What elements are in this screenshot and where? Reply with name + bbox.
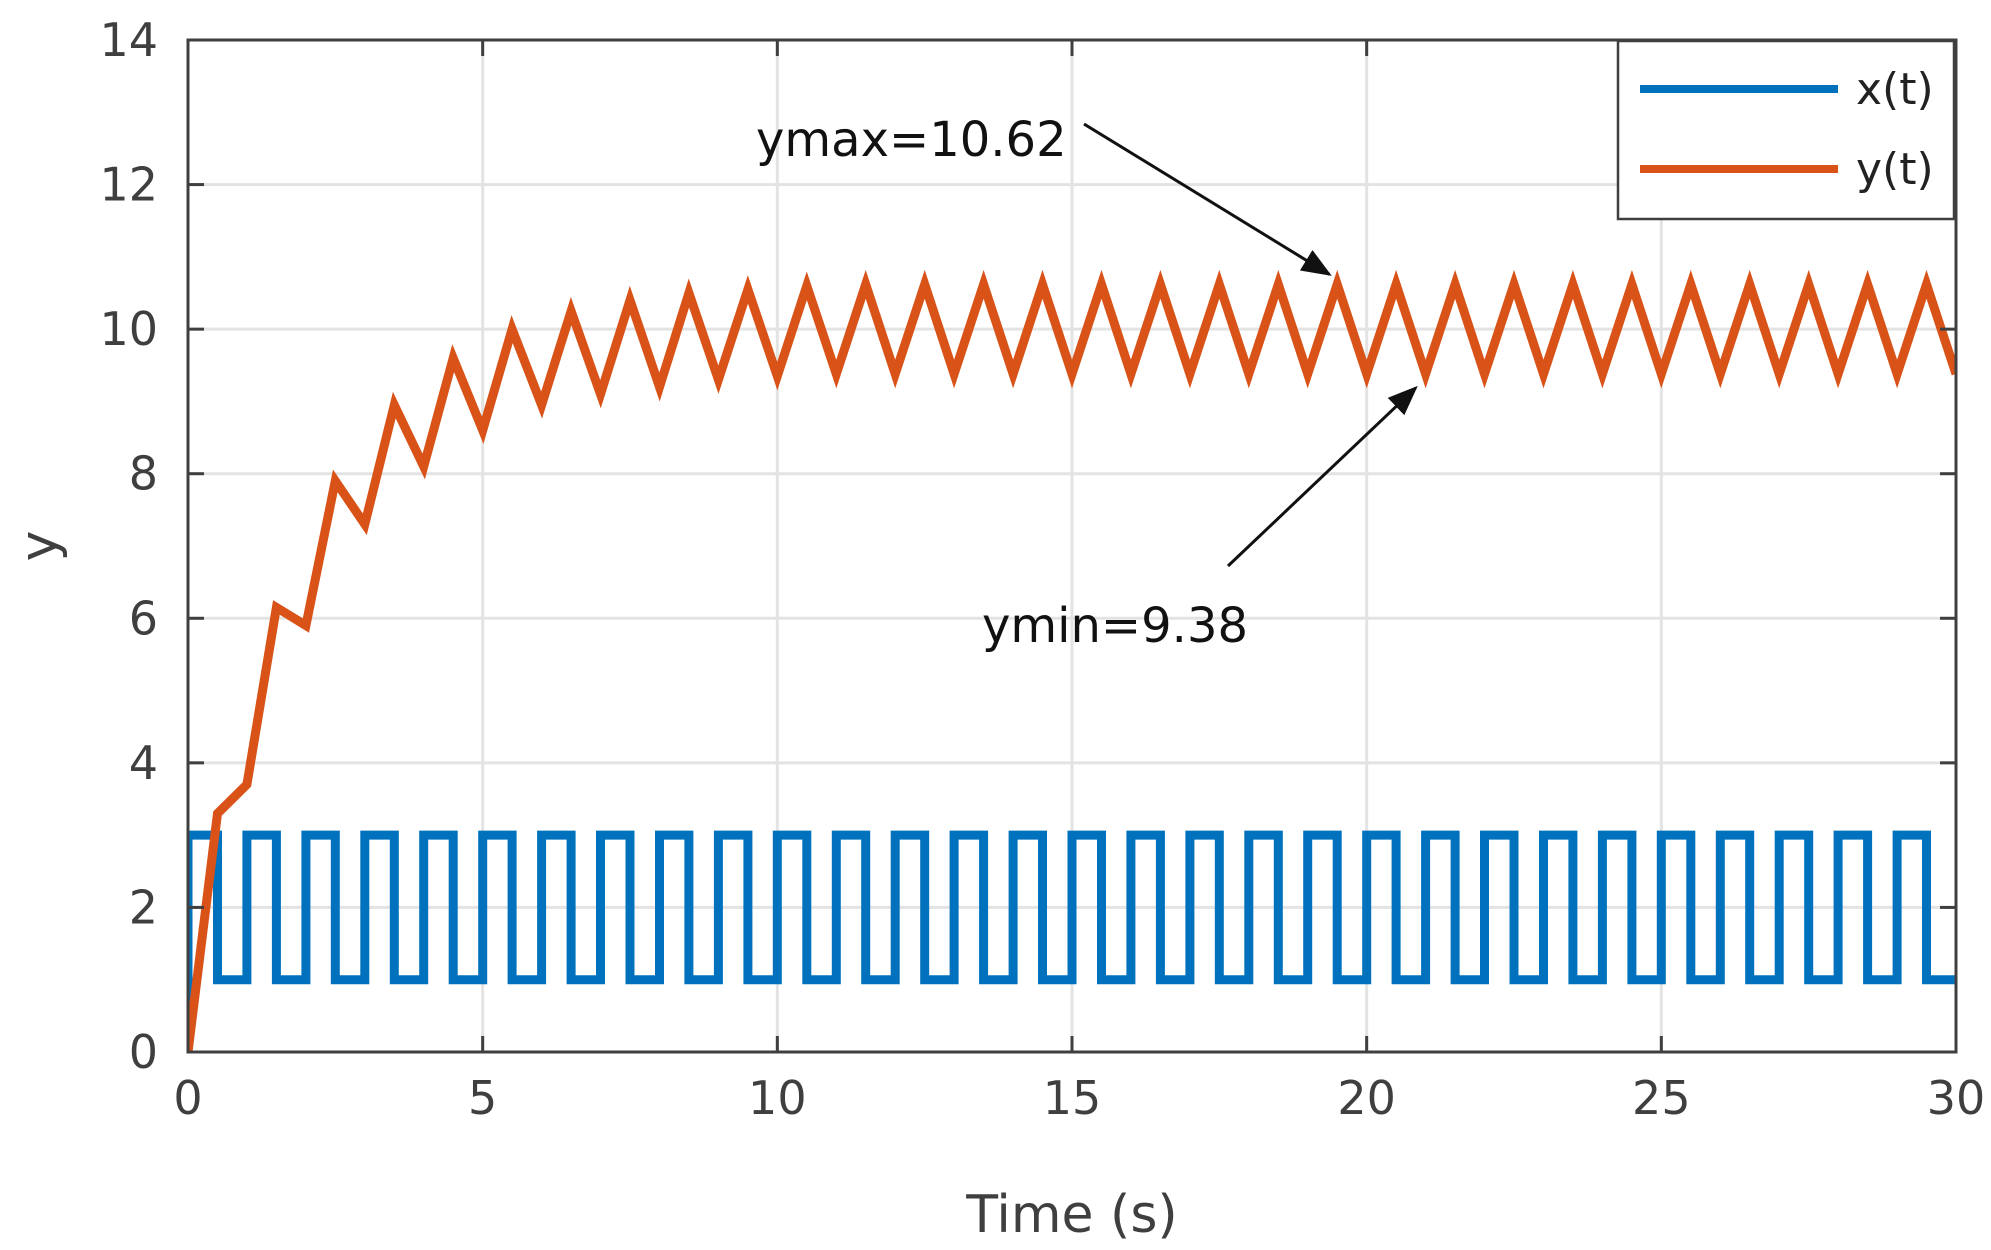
x-tick-label: 10 <box>748 1071 807 1125</box>
annotations: ymax=10.62 ymin=9.38 <box>756 112 1418 654</box>
x-tick-label: 5 <box>468 1071 497 1125</box>
x-tick-label: 0 <box>173 1071 202 1125</box>
y-tick-label: 2 <box>129 880 158 934</box>
x-tick-label: 20 <box>1337 1071 1396 1125</box>
y-tick-label: 4 <box>129 736 158 790</box>
series-line-x <box>188 830 1956 1052</box>
x-axis-label: Time (s) <box>965 1185 1177 1245</box>
y-tick-label: 6 <box>129 591 158 645</box>
y-tick-label: 14 <box>99 13 158 67</box>
y-tick-label: 8 <box>129 447 158 501</box>
x-tick-label: 25 <box>1632 1071 1691 1125</box>
y-tick-label: 12 <box>99 158 158 212</box>
annotation-ymin-text: ymin=9.38 <box>982 598 1248 654</box>
legend: x(t) y(t) <box>1616 39 1956 221</box>
annotation-ymin-arrow <box>1226 385 1418 568</box>
x-tick-label: 30 <box>1927 1071 1986 1125</box>
annotation-ymax-arrow <box>1083 122 1332 276</box>
y-tick-label: 0 <box>129 1025 158 1079</box>
legend-box <box>1616 39 1956 221</box>
y-axis-label: y <box>9 531 69 562</box>
legend-label-x: x(t) <box>1856 64 1934 115</box>
ticks: 0 5 10 15 20 25 30 0 2 4 6 8 10 12 14 <box>99 13 1985 1125</box>
annotation-ymax-text: ymax=10.62 <box>756 112 1067 168</box>
legend-label-y: y(t) <box>1856 144 1934 195</box>
series-line-y <box>188 269 1956 1052</box>
x-tick-label: 15 <box>1043 1071 1102 1125</box>
y-tick-label: 10 <box>99 302 158 356</box>
series-group <box>188 269 1956 1052</box>
